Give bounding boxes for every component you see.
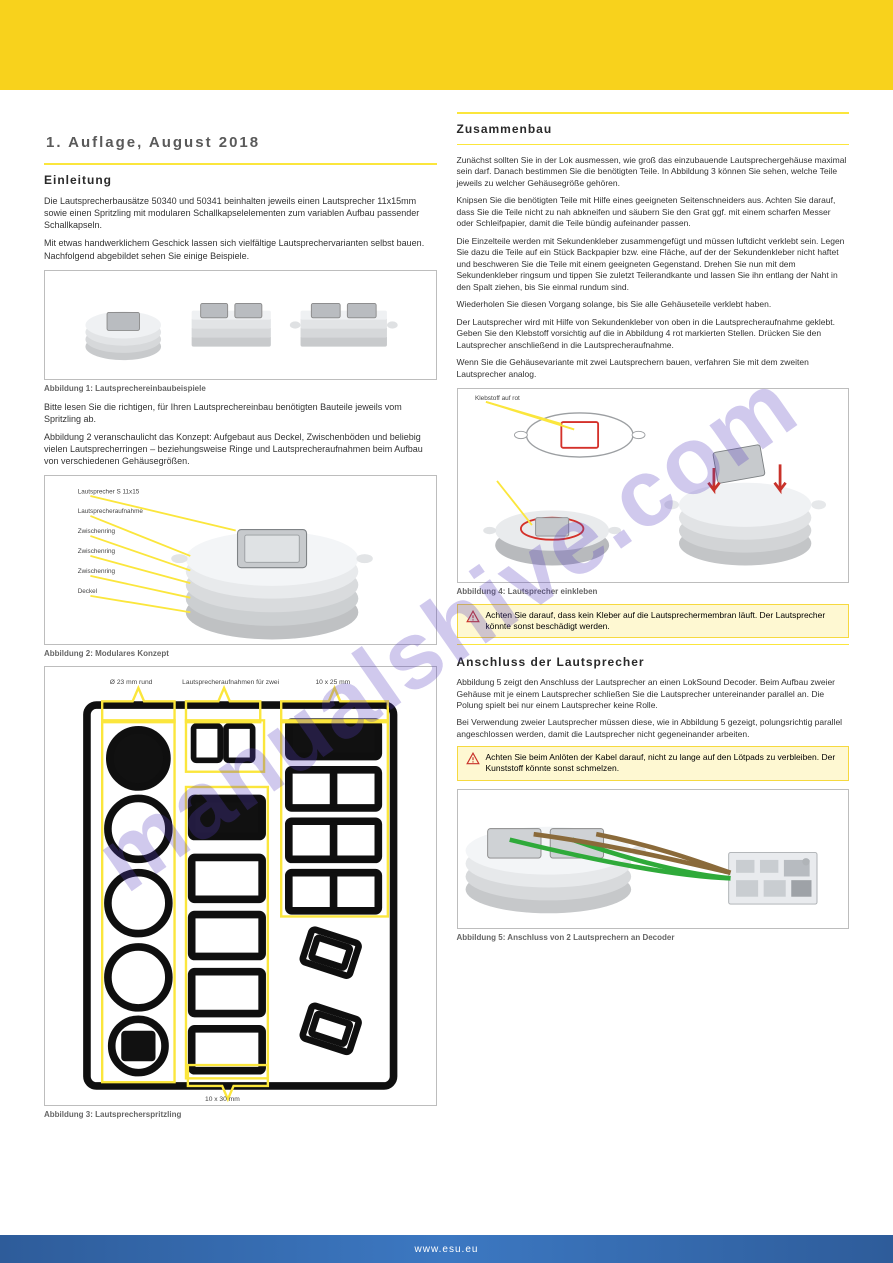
divider (457, 144, 850, 145)
right-column: Zusammenbau Zunächst sollten Sie in der … (457, 104, 850, 1127)
fig3-label-1: Lautsprecheraufnahmen für zwei (182, 680, 279, 687)
intro-p4: Abbildung 2 veranschaulicht das Konzept:… (44, 431, 437, 467)
asm-p2: Knipsen Sie die benötigten Teile mit Hil… (457, 195, 850, 229)
figure-4: Klebstoff auf rot (457, 388, 850, 583)
asm-note: Wenn Sie die Gehäusevariante mit zwei La… (457, 357, 850, 380)
fig3-label-2: 10 x 30 mm (205, 1097, 240, 1104)
footer-bar: www.esu.eu (0, 1235, 893, 1263)
left-column: 1. Auflage, August 2018 Einleitung Die L… (44, 104, 437, 1127)
con-p2: Bei Verwendung zweier Lautsprecher müsse… (457, 717, 850, 740)
footer-text: www.esu.eu (415, 1244, 479, 1255)
fig2-label-3: Zwischenring (78, 549, 116, 556)
fig3-label-0: Ø 23 mm rund (110, 680, 153, 687)
asm-p1: Zunächst sollten Sie in der Lok ausmesse… (457, 155, 850, 189)
fig2-label-0: Lautsprecher S 11x15 (78, 489, 140, 496)
section-title-intro: Einleitung (44, 173, 437, 187)
fig5-caption: Abbildung 5: Anschluss von 2 Lautspreche… (457, 933, 850, 942)
fig1-caption: Abbildung 1: Lautsprechereinbaubeispiele (44, 384, 437, 393)
divider (457, 112, 850, 114)
divider (457, 644, 850, 645)
intro-p3: Bitte lesen Sie die richtigen, für Ihren… (44, 401, 437, 425)
intro-p1: Die Lautsprecherbausätze 50340 und 50341… (44, 195, 437, 231)
fig2-caption: Abbildung 2: Modulares Konzept (44, 649, 437, 658)
intro-p2: Mit etwas handwerklichem Geschick lassen… (44, 237, 437, 261)
divider (44, 163, 437, 165)
warning-icon (466, 752, 480, 766)
edition-line: 1. Auflage, August 2018 (46, 134, 437, 151)
asm-p5: Der Lautsprecher wird mit Hilfe von Seku… (457, 317, 850, 351)
fig3-caption: Abbildung 3: Lautsprecherspritzling (44, 1110, 437, 1119)
warning-1-text: Achten Sie darauf, dass kein Kleber auf … (486, 610, 841, 632)
fig2-label-5: Deckel (78, 589, 97, 596)
warning-2-text: Achten Sie beim Anlöten der Kabel darauf… (486, 752, 841, 774)
warning-1: Achten Sie darauf, dass kein Kleber auf … (457, 604, 850, 638)
fig2-label-4: Zwischenring (78, 569, 116, 576)
figure-5 (457, 789, 850, 929)
fig3-label-3: 10 x 25 mm (315, 680, 350, 687)
section-title-assembly: Zusammenbau (457, 122, 850, 136)
figure-3: Ø 23 mm rund Lautsprecheraufnahmen für z… (44, 666, 437, 1106)
asm-p4: Wiederholen Sie diesen Vorgang solange, … (457, 299, 850, 310)
header-yellow-bar (0, 0, 893, 90)
fig2-label-1: Lautsprecheraufnahme (78, 509, 144, 516)
fig4-caption: Abbildung 4: Lautsprecher einkleben (457, 587, 850, 596)
content-columns: 1. Auflage, August 2018 Einleitung Die L… (0, 104, 893, 1127)
figure-2: Lautsprecher S 11x15 Lautsprecheraufnahm… (44, 475, 437, 645)
fig2-label-2: Zwischenring (78, 529, 116, 536)
figure-1 (44, 270, 437, 380)
warning-2: Achten Sie beim Anlöten der Kabel darauf… (457, 746, 850, 780)
asm-p3: Die Einzelteile werden mit Sekundenklebe… (457, 236, 850, 293)
warning-icon (466, 610, 480, 624)
svg-text:Klebstoff auf rot: Klebstoff auf rot (474, 395, 519, 402)
con-p1: Abbildung 5 zeigt den Anschluss der Laut… (457, 677, 850, 711)
section-title-connect: Anschluss der Lautsprecher (457, 655, 850, 669)
